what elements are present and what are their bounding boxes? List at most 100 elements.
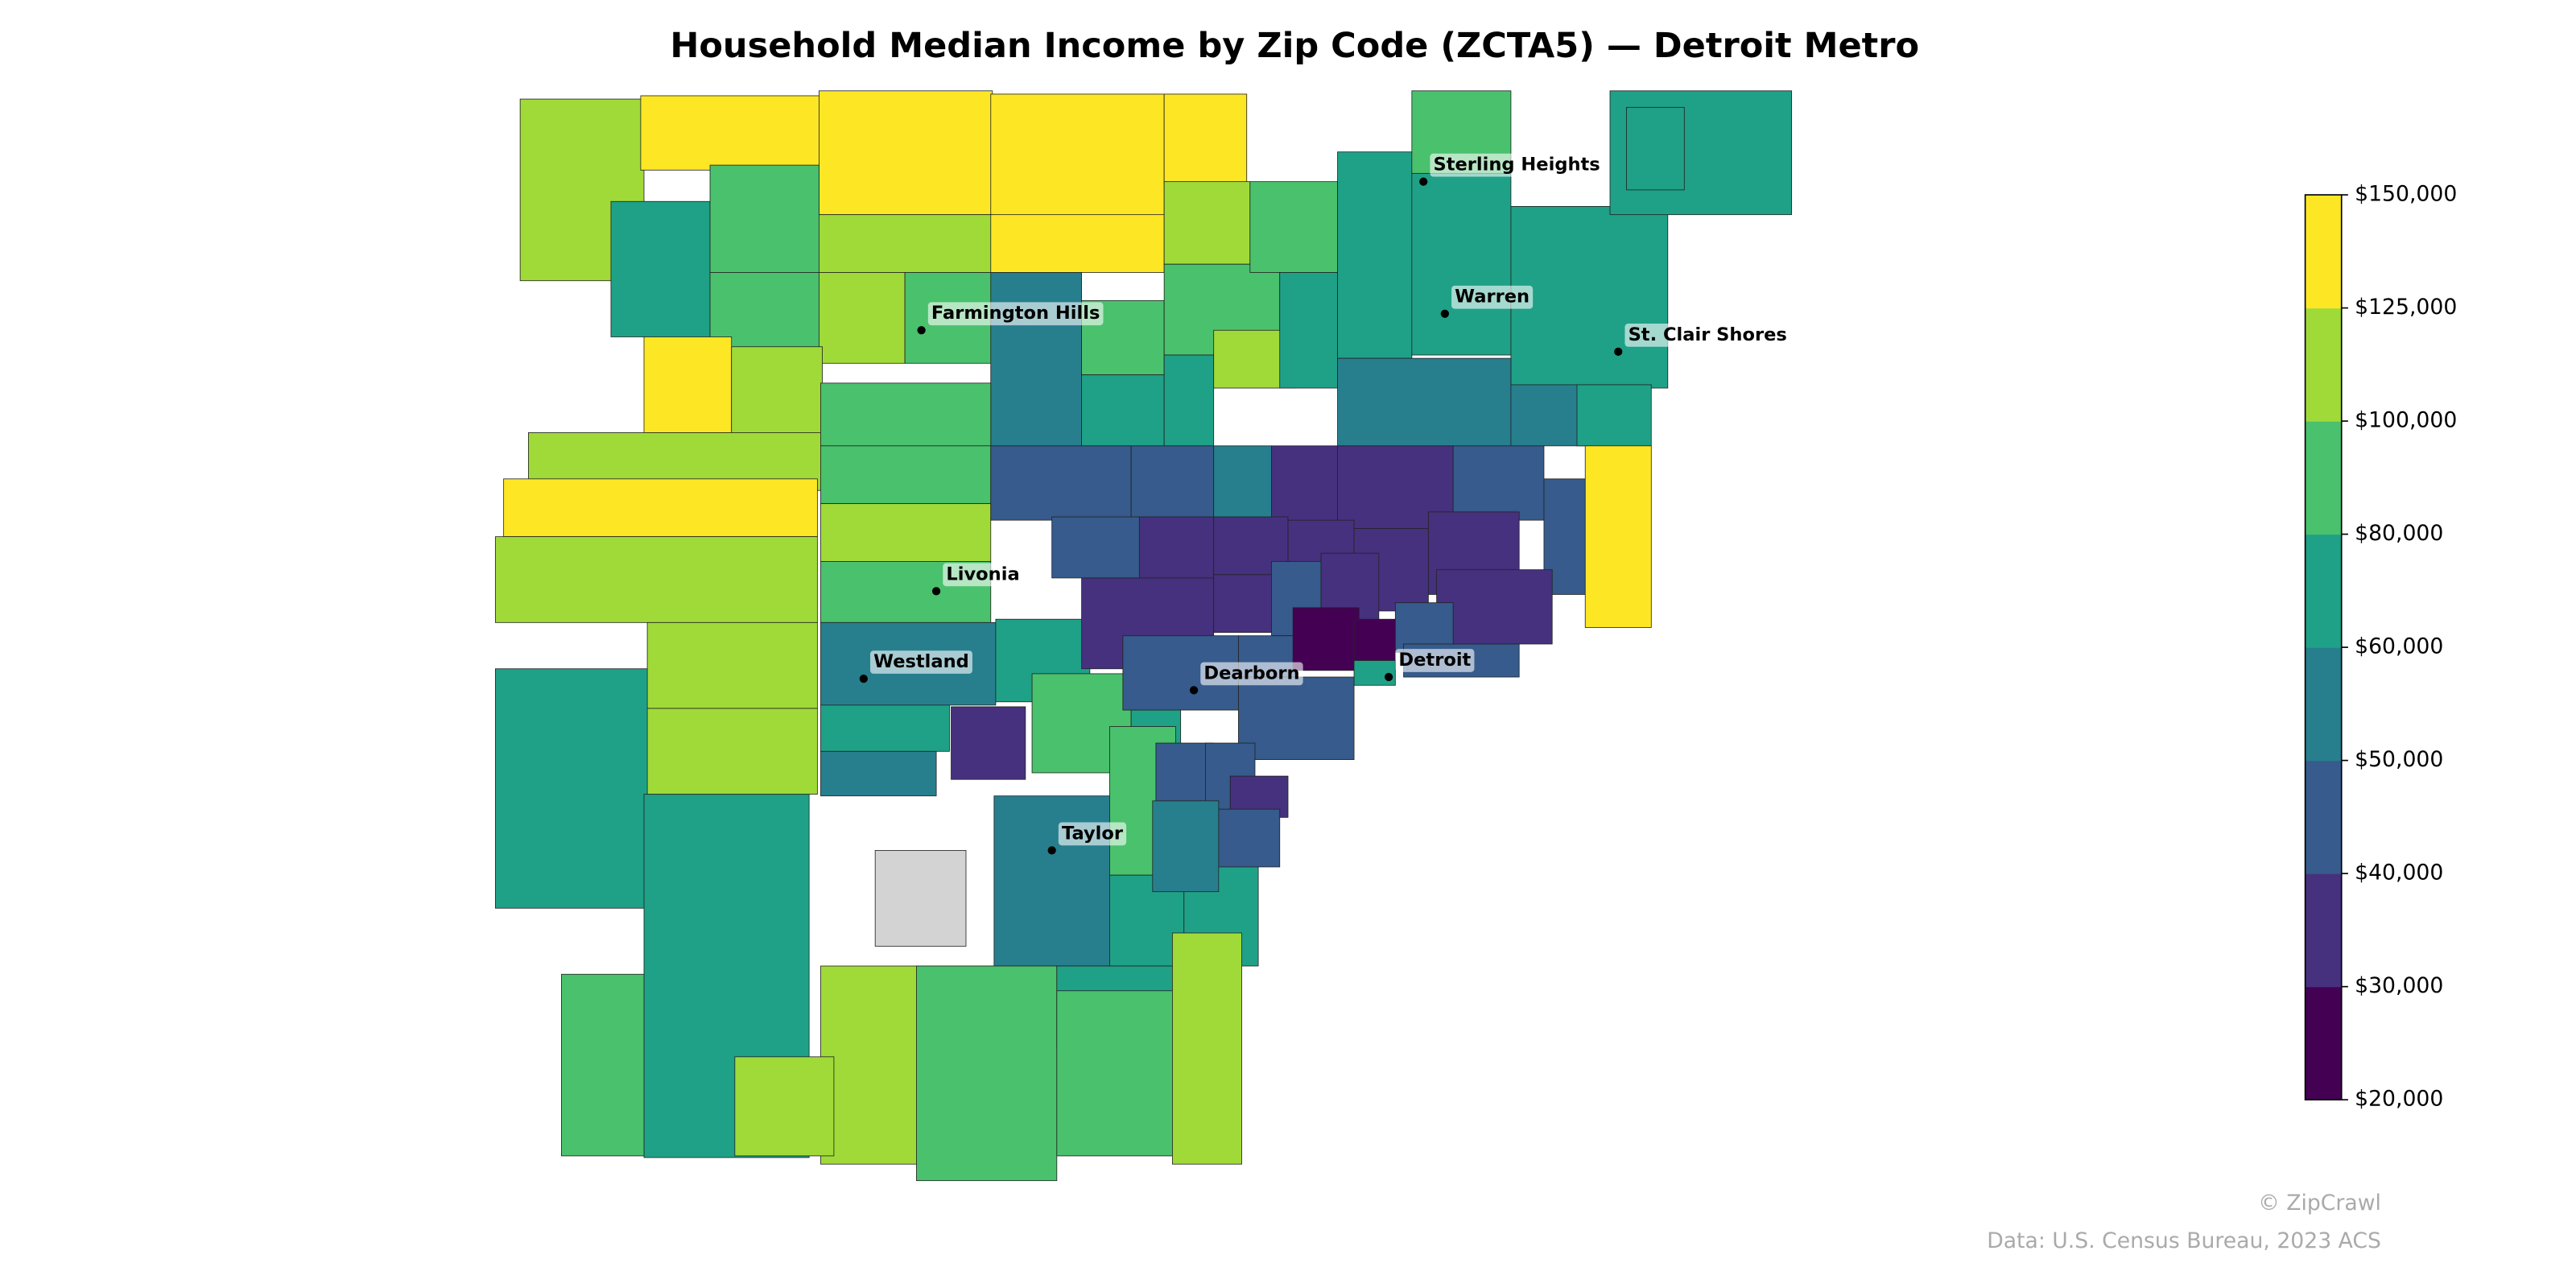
city-label-bg <box>1200 662 1303 686</box>
zip-region <box>1051 516 1140 579</box>
zip-region <box>819 90 993 216</box>
zip-region <box>1584 445 1652 628</box>
colorbar-bin <box>2305 873 2342 988</box>
city-marker <box>1614 347 1623 357</box>
zip-region <box>646 621 818 709</box>
city-marker <box>1440 309 1449 318</box>
zip-region <box>819 272 906 364</box>
zip-region <box>1337 151 1413 359</box>
map <box>494 90 1793 1182</box>
zip-region <box>494 668 648 909</box>
colorbar-bin <box>2305 760 2342 874</box>
city-label-bg <box>927 302 1104 326</box>
zip-region <box>1213 445 1272 521</box>
zip-region <box>820 704 950 752</box>
zip-region <box>1436 569 1553 645</box>
zip-region <box>1353 660 1396 686</box>
city-labels: Sterling Heights Farmington Hills Warren St… <box>859 153 1790 855</box>
zip-region <box>1213 808 1281 868</box>
city-label: Livonia <box>946 564 1019 584</box>
zip-region <box>990 214 1165 273</box>
city-label: St. Clair Shores <box>1629 324 1787 345</box>
zip-region <box>916 965 1058 1182</box>
zip-region <box>1081 374 1165 447</box>
colorbar-tick-label: $50,000 <box>2355 747 2443 772</box>
zip-region <box>1411 172 1512 356</box>
zip-region <box>709 164 819 273</box>
city-label: Warren <box>1455 287 1530 308</box>
zip-region <box>820 382 992 447</box>
colorbar-tick-label: $60,000 <box>2355 634 2443 659</box>
zip-region <box>1163 354 1215 447</box>
city-label: Detroit <box>1398 650 1471 671</box>
zip-region <box>1626 106 1685 191</box>
city-label-bg <box>1395 649 1475 672</box>
city-label-bg <box>1430 153 1604 177</box>
title: Household Median Income by Zip Code (ZCT… <box>670 26 1919 66</box>
zip-region <box>1056 990 1190 1157</box>
city-label: Westland <box>873 651 969 672</box>
zip-region <box>820 750 937 797</box>
city-marker <box>917 326 926 335</box>
colorbar-tick-label: $100,000 <box>2355 408 2457 433</box>
zip-region <box>1238 676 1355 760</box>
credit: © ZipCrawl <box>2258 1191 2381 1216</box>
city-label-bg <box>943 563 1023 587</box>
city-label-bg <box>1451 285 1534 309</box>
colorbar-tick-label: $30,000 <box>2355 973 2443 998</box>
zip-region <box>734 1056 835 1157</box>
city-label-bg <box>1058 822 1127 846</box>
source: Data: U.S. Census Bureau, 2023 ACS <box>1987 1228 2381 1253</box>
city-label: Dearborn <box>1203 663 1299 683</box>
colorbar-tick-label: $150,000 <box>2355 182 2457 207</box>
colorbar-bin <box>2305 986 2342 1100</box>
city-marker <box>931 587 941 596</box>
zip-region <box>1279 272 1338 389</box>
colorbar-tick-label: $80,000 <box>2355 521 2443 546</box>
zip-region <box>990 272 1082 447</box>
zip-region <box>731 346 823 447</box>
zip-region <box>874 850 967 947</box>
zip-region <box>1163 181 1251 265</box>
zip-region <box>951 706 1026 780</box>
colorbar-bin <box>2305 647 2342 762</box>
zip-region <box>1152 800 1220 893</box>
city-marker <box>1047 846 1056 855</box>
zip-region <box>820 503 992 562</box>
city-marker <box>1419 177 1428 186</box>
city-label: Taylor <box>1062 823 1124 844</box>
zip-region <box>1510 205 1669 389</box>
city-label-bg <box>1624 324 1790 347</box>
zip-region <box>819 214 993 273</box>
zip-region <box>503 478 818 538</box>
zip-region <box>561 973 645 1157</box>
zip-region <box>1576 384 1652 447</box>
zip-region <box>993 795 1110 967</box>
zip-region <box>610 200 711 337</box>
zip-region <box>1172 932 1242 1165</box>
zip-region <box>1155 742 1215 802</box>
zip-region <box>990 93 1165 219</box>
zip-region <box>1249 181 1338 273</box>
zip-region <box>494 536 818 623</box>
zip-region <box>1292 607 1360 671</box>
colorbar-bin <box>2305 534 2342 648</box>
zip-region <box>640 95 819 171</box>
city-marker <box>1385 672 1393 682</box>
zip-region <box>1130 445 1215 521</box>
zip-region <box>643 336 733 433</box>
city-marker <box>1189 686 1199 695</box>
colorbar-tick-label: $20,000 <box>2355 1087 2443 1112</box>
zip-region <box>1452 445 1545 521</box>
zip-region <box>1337 357 1512 447</box>
colorbar-tick-label: $40,000 <box>2355 861 2443 886</box>
zip-region <box>1109 874 1185 967</box>
zip-region <box>990 445 1132 521</box>
zip-region <box>646 708 818 795</box>
zip-region <box>820 445 992 505</box>
zip-region <box>1163 93 1248 186</box>
city-marker <box>859 674 868 683</box>
colorbar-bin <box>2305 308 2342 422</box>
